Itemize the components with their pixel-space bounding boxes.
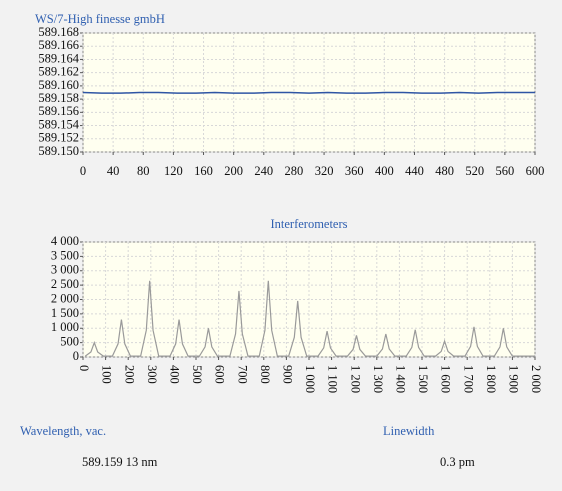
x-tick-label: 440 bbox=[405, 164, 424, 178]
x-tick-label: 400 bbox=[375, 164, 394, 178]
y-tick-label: 0 bbox=[73, 349, 79, 363]
y-tick-label: 500 bbox=[60, 335, 79, 349]
y-tick-label: 1 500 bbox=[51, 306, 79, 320]
y-tick-label: 589.168 bbox=[38, 25, 79, 39]
x-tick-label: 600 bbox=[213, 365, 227, 384]
x-tick-label: 0 bbox=[77, 365, 91, 371]
x-tick-label: 480 bbox=[435, 164, 454, 178]
x-tick-label: 1 700 bbox=[461, 365, 475, 393]
x-tick-label: 1 400 bbox=[394, 365, 408, 393]
y-tick-label: 589.156 bbox=[38, 104, 79, 118]
x-tick-label: 160 bbox=[194, 164, 213, 178]
y-tick-label: 589.160 bbox=[38, 78, 79, 92]
x-tick-label: 560 bbox=[495, 164, 514, 178]
y-tick-label: 589.164 bbox=[38, 51, 79, 65]
wavelength-label: Wavelength, vac. bbox=[20, 424, 106, 438]
y-tick-label: 3 000 bbox=[51, 263, 79, 277]
x-tick-label: 2 000 bbox=[529, 365, 543, 393]
y-tick-label: 589.158 bbox=[38, 91, 79, 105]
chart-title: WS/7-High finesse gmbH bbox=[35, 12, 165, 26]
x-tick-label: 100 bbox=[100, 365, 114, 384]
y-tick-label: 4 000 bbox=[51, 234, 79, 248]
linewidth-label: Linewidth bbox=[383, 424, 435, 438]
x-tick-label: 200 bbox=[224, 164, 243, 178]
linewidth-value: 0.3 pm bbox=[440, 455, 475, 469]
data-line bbox=[84, 280, 535, 357]
x-tick-label: 200 bbox=[122, 365, 136, 384]
x-tick-label: 240 bbox=[254, 164, 273, 178]
x-tick-label: 500 bbox=[190, 365, 204, 384]
x-tick-label: 1 000 bbox=[303, 365, 317, 393]
x-tick-label: 1 500 bbox=[416, 365, 430, 393]
y-tick-label: 3 500 bbox=[51, 248, 79, 262]
y-tick-label: 1 000 bbox=[51, 320, 79, 334]
y-tick-label: 589.162 bbox=[38, 65, 79, 79]
x-tick-label: 1 300 bbox=[371, 365, 385, 393]
x-tick-label: 700 bbox=[235, 365, 249, 384]
x-tick-label: 40 bbox=[107, 164, 120, 178]
x-tick-label: 400 bbox=[168, 365, 182, 384]
x-tick-label: 300 bbox=[145, 365, 159, 384]
data-line bbox=[82, 91, 535, 94]
x-tick-label: 600 bbox=[526, 164, 545, 178]
x-tick-label: 280 bbox=[285, 164, 304, 178]
y-tick-label: 2 000 bbox=[51, 291, 79, 305]
x-tick-label: 120 bbox=[164, 164, 183, 178]
x-tick-label: 80 bbox=[137, 164, 150, 178]
x-tick-label: 800 bbox=[258, 365, 272, 384]
x-tick-label: 1 100 bbox=[326, 365, 340, 393]
x-tick-label: 0 bbox=[80, 164, 86, 178]
chart-title: Interferometers bbox=[270, 217, 347, 231]
y-tick-label: 589.154 bbox=[38, 117, 79, 131]
x-tick-label: 520 bbox=[465, 164, 484, 178]
y-tick-label: 589.166 bbox=[38, 38, 79, 52]
x-tick-label: 320 bbox=[315, 164, 334, 178]
x-tick-label: 1 800 bbox=[484, 365, 498, 393]
y-tick-label: 589.152 bbox=[38, 131, 79, 145]
y-tick-label: 2 500 bbox=[51, 277, 79, 291]
wavelength-value: 589.159 13 nm bbox=[82, 455, 158, 469]
x-tick-label: 1 900 bbox=[507, 365, 521, 393]
x-tick-label: 1 200 bbox=[348, 365, 362, 393]
y-tick-label: 589.150 bbox=[38, 144, 79, 158]
x-tick-label: 360 bbox=[345, 164, 364, 178]
x-tick-label: 1 600 bbox=[439, 365, 453, 393]
x-tick-label: 900 bbox=[281, 365, 295, 384]
